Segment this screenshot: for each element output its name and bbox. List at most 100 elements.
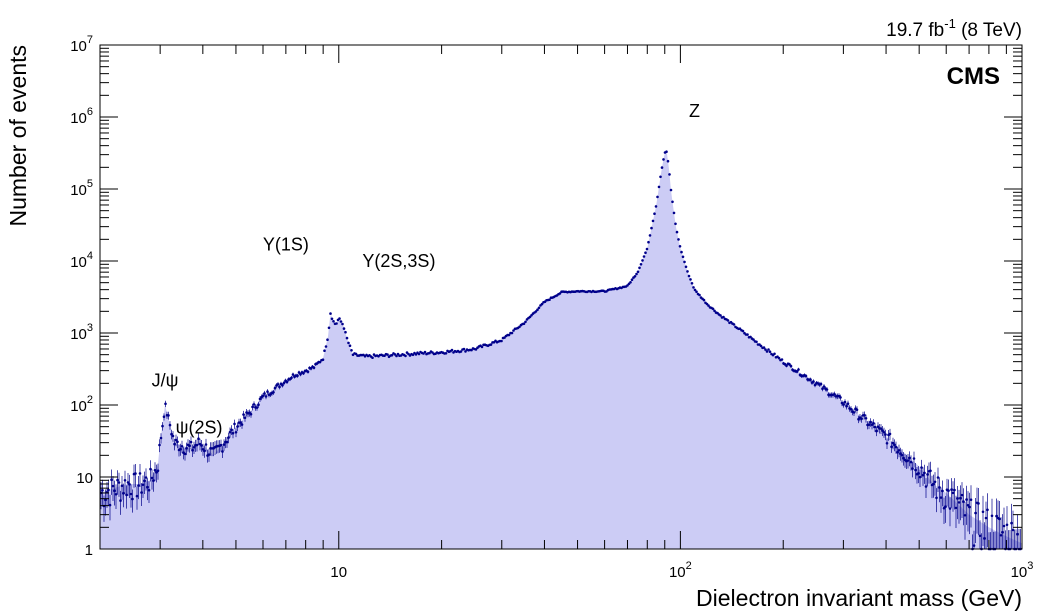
tick-exponent: 5: [87, 178, 93, 190]
data-point: [896, 451, 899, 454]
data-point: [981, 510, 985, 514]
data-point: [339, 320, 343, 323]
data-point: [147, 488, 151, 492]
data-point: [131, 497, 134, 501]
data-point: [678, 245, 682, 248]
data-point: [986, 508, 989, 512]
data-point: [534, 310, 538, 313]
data-point: [900, 453, 904, 457]
data-point: [698, 293, 701, 297]
data-point: [164, 402, 167, 406]
data-point: [867, 423, 871, 427]
data-point: [395, 354, 398, 358]
data-point: [680, 250, 683, 254]
data-point: [150, 476, 154, 480]
x-ticks: 10 102 103: [99, 45, 1033, 581]
data-point: [860, 417, 863, 421]
data-point: [843, 400, 847, 404]
data-point: [660, 166, 664, 169]
data-point: [1005, 523, 1009, 527]
data-point: [197, 437, 200, 441]
data-point: [273, 386, 277, 390]
data-point: [960, 493, 964, 497]
data-point: [510, 331, 514, 335]
tick-exponent: 7: [87, 34, 93, 46]
data-point: [111, 484, 115, 488]
data-point: [762, 346, 766, 349]
data-point: [512, 329, 515, 332]
data-point: [255, 406, 259, 409]
data-point: [278, 385, 281, 389]
data-point: [726, 319, 730, 322]
data-point: [264, 395, 268, 398]
data-point: [524, 320, 527, 324]
data-point: [324, 345, 328, 348]
data-point: [326, 338, 329, 342]
data-point: [891, 441, 895, 445]
data-point: [788, 363, 791, 366]
tick-exponent: 4: [87, 250, 93, 262]
data-point: [114, 493, 118, 496]
data-point: [968, 505, 971, 509]
data-point: [963, 514, 967, 517]
data-point: [330, 317, 334, 321]
data-point: [332, 320, 335, 323]
data-point: [671, 200, 674, 204]
data-point: [876, 425, 880, 429]
data-point: [872, 422, 875, 425]
data-point: [672, 211, 676, 215]
data-point: [299, 373, 302, 376]
peak-label: Z: [689, 101, 700, 121]
tick-base: 10: [1011, 564, 1028, 581]
data-point: [909, 460, 913, 464]
data-point: [297, 371, 301, 374]
data-point: [785, 364, 788, 368]
data-point: [759, 344, 763, 348]
data-point: [192, 446, 196, 449]
data-point: [906, 459, 910, 462]
data-point: [686, 270, 689, 273]
data-point: [1016, 532, 1019, 536]
tick-exponent: 2: [87, 394, 93, 406]
peak-annotations: J/ψ ψ(2S) Υ(1S) Υ(2S,3S) Z: [152, 101, 700, 438]
data-point: [242, 413, 245, 416]
data-point: [849, 407, 853, 411]
data-point: [897, 449, 901, 452]
data-point: [749, 335, 752, 339]
data-point: [258, 397, 262, 401]
data-point: [123, 479, 127, 482]
data-point: [765, 350, 769, 353]
data-point: [518, 325, 521, 329]
data-point: [864, 417, 868, 420]
data-point: [923, 471, 926, 475]
data-point: [149, 467, 152, 471]
data-point: [719, 314, 722, 317]
data-point: [825, 388, 829, 391]
experiment-label: CMS: [947, 63, 1000, 90]
data-point: [321, 358, 325, 362]
data-point: [936, 476, 940, 479]
data-point: [146, 485, 149, 489]
data-point: [839, 396, 842, 399]
data-point: [191, 448, 194, 452]
data-point: [323, 349, 326, 353]
data-point: [266, 390, 269, 393]
data-point: [809, 378, 812, 381]
data-point: [161, 424, 164, 428]
data-point: [230, 428, 233, 432]
data-point: [933, 480, 937, 484]
data-point: [347, 341, 350, 345]
data-point: [459, 350, 463, 353]
data-point: [119, 499, 122, 502]
data-point: [999, 534, 1003, 537]
data-point: [707, 304, 710, 307]
data-point: [687, 274, 691, 278]
data-point: [882, 431, 886, 434]
luminosity-label: 19.7 fb-1 (8 TeV): [886, 16, 1022, 41]
data-point: [480, 345, 484, 349]
data-point: [969, 498, 973, 502]
data-point: [522, 322, 526, 326]
data-point: [995, 514, 998, 518]
tick-base: 10: [70, 182, 87, 199]
data-point: [926, 473, 929, 476]
